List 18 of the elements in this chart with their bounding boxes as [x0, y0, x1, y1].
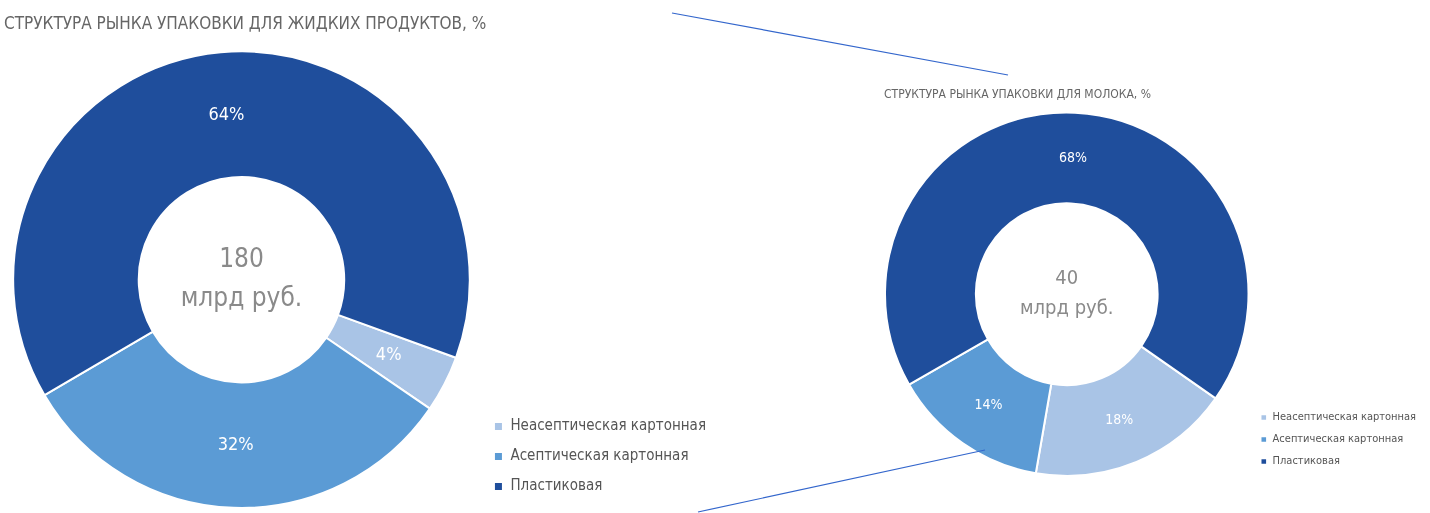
legend-label: Асептическая картонная — [1272, 432, 1404, 446]
text: млрд руб. — [180, 281, 303, 312]
text: 40 — [1055, 265, 1079, 290]
legend-label: Неасептическая картонная — [510, 416, 707, 435]
text: 180 — [219, 242, 264, 273]
legend-label: Асептическая картонная — [510, 446, 689, 465]
chart-title: СТРУКТУРА РЫНКА УПАКОВКИ ДЛЯ МОЛОКА, % — [884, 87, 1151, 102]
legend-label: Пластиковая — [1272, 454, 1340, 468]
data-label: 68% — [1058, 148, 1087, 165]
chart-title: СТРУКТУРА РЫНКА УПАКОВКИ ДЛЯ ЖИДКИХ ПРОДУКТОВ, % — [4, 12, 487, 33]
data-label: 64% — [208, 102, 245, 124]
legend-label: Пластиковая — [510, 476, 603, 495]
data-label: 32% — [217, 432, 254, 454]
legend-label: Неасептическая картонная — [1272, 410, 1417, 424]
data-label: 18% — [1105, 410, 1134, 427]
text: млрд руб. — [1019, 295, 1114, 320]
data-label: 14% — [974, 396, 1003, 413]
data-label: 4% — [375, 343, 402, 365]
